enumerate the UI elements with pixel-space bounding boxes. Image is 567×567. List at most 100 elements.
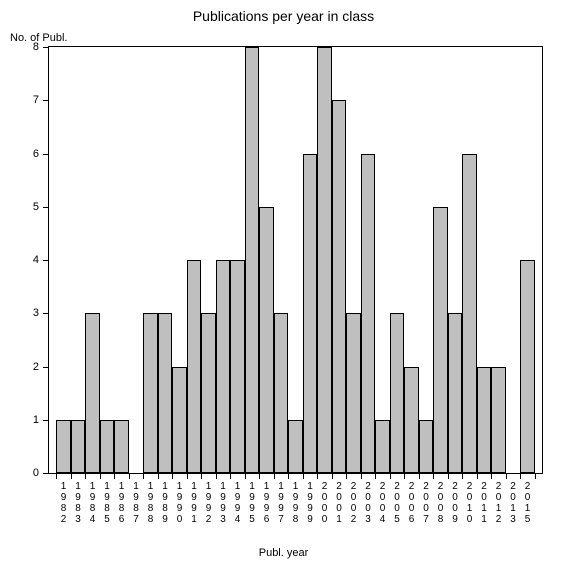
x-tick: [56, 473, 57, 479]
bar: [477, 367, 492, 474]
x-tick-label: 2 0 1 1: [479, 481, 489, 525]
bar: [201, 313, 216, 473]
x-tick-label: 2 0 0 9: [450, 481, 460, 525]
bar: [71, 420, 86, 473]
x-axis-label: Publ. year: [0, 547, 567, 559]
x-tick: [100, 473, 101, 479]
x-tick: [462, 473, 463, 479]
x-tick: [172, 473, 173, 479]
bar: [274, 313, 289, 473]
x-tick-label: 1 9 9 6: [262, 481, 272, 525]
x-tick: [230, 473, 231, 479]
x-tick: [201, 473, 202, 479]
x-tick: [71, 473, 72, 479]
x-tick-label: 1 9 8 2: [59, 481, 69, 525]
x-tick-label: 2 0 0 1: [334, 481, 344, 525]
y-tick: [43, 154, 49, 155]
y-tick-label: 0: [33, 467, 39, 479]
x-tick: [129, 473, 130, 479]
y-tick-label: 3: [33, 307, 39, 319]
x-tick-label: 1 9 9 1: [189, 481, 199, 525]
x-tick-label: 1 9 8 7: [131, 481, 141, 525]
x-tick: [477, 473, 478, 479]
x-tick-label: 2 0 0 5: [392, 481, 402, 525]
x-tick: [85, 473, 86, 479]
x-tick: [390, 473, 391, 479]
x-tick-label: 2 0 0 3: [363, 481, 373, 525]
x-tick: [375, 473, 376, 479]
x-tick-label: 1 9 9 3: [218, 481, 228, 525]
y-tick: [43, 207, 49, 208]
x-tick: [346, 473, 347, 479]
bar: [390, 313, 405, 473]
x-tick-label: 1 9 8 8: [146, 481, 156, 525]
x-tick-label: 2 0 1 0: [465, 481, 475, 525]
plot-area: 0123456781 9 8 21 9 8 31 9 8 41 9 8 51 9…: [48, 46, 543, 474]
y-tick: [43, 47, 49, 48]
x-tick: [245, 473, 246, 479]
x-tick: [143, 473, 144, 479]
x-tick: [158, 473, 159, 479]
x-tick-label: 1 9 9 0: [175, 481, 185, 525]
y-tick: [43, 260, 49, 261]
bar: [491, 367, 506, 474]
bar: [375, 420, 390, 473]
x-tick: [332, 473, 333, 479]
bar: [332, 100, 347, 473]
bar: [288, 420, 303, 473]
x-tick: [433, 473, 434, 479]
x-tick-label: 2 0 1 2: [494, 481, 504, 525]
bar: [259, 207, 274, 473]
bar: [114, 420, 129, 473]
y-tick-label: 4: [33, 254, 39, 266]
bar: [216, 260, 231, 473]
x-tick-label: 1 9 9 4: [233, 481, 243, 525]
x-tick-label: 2 0 1 5: [523, 481, 533, 525]
bar: [187, 260, 202, 473]
y-tick: [43, 100, 49, 101]
x-tick: [361, 473, 362, 479]
bar: [419, 420, 434, 473]
x-tick-label: 1 9 8 6: [117, 481, 127, 525]
x-tick: [288, 473, 289, 479]
x-tick-label: 2 0 0 6: [407, 481, 417, 525]
bar: [448, 313, 463, 473]
x-tick: [114, 473, 115, 479]
bar: [433, 207, 448, 473]
bar: [56, 420, 71, 473]
x-tick-label: 1 9 9 5: [247, 481, 257, 525]
x-tick: [491, 473, 492, 479]
y-tick-label: 1: [33, 414, 39, 426]
x-tick-label: 2 0 1 3: [508, 481, 518, 525]
bar: [303, 154, 318, 474]
x-tick: [187, 473, 188, 479]
x-tick: [259, 473, 260, 479]
x-tick: [404, 473, 405, 479]
x-tick-label: 2 0 0 4: [378, 481, 388, 525]
x-tick: [535, 473, 536, 479]
x-tick: [520, 473, 521, 479]
y-tick-label: 8: [33, 41, 39, 53]
x-tick-label: 1 9 8 3: [73, 481, 83, 525]
bar: [172, 367, 187, 474]
x-tick-label: 1 9 8 4: [88, 481, 98, 525]
bar: [520, 260, 535, 473]
x-tick-label: 1 9 9 2: [204, 481, 214, 525]
y-tick-label: 7: [33, 94, 39, 106]
x-tick-label: 1 9 9 8: [291, 481, 301, 525]
x-tick-label: 1 9 9 9: [305, 481, 315, 525]
bar: [230, 260, 245, 473]
chart-title: Publications per year in class: [0, 8, 567, 24]
x-tick: [274, 473, 275, 479]
bar: [245, 47, 260, 473]
x-tick-label: 2 0 0 0: [320, 481, 330, 525]
y-tick-label: 2: [33, 361, 39, 373]
bar: [85, 313, 100, 473]
publications-chart: Publications per year in class No. of Pu…: [0, 0, 567, 567]
bar: [361, 154, 376, 474]
x-tick-label: 2 0 0 2: [349, 481, 359, 525]
x-tick-label: 2 0 0 8: [436, 481, 446, 525]
bar: [317, 47, 332, 473]
bar: [143, 313, 158, 473]
bar: [100, 420, 115, 473]
